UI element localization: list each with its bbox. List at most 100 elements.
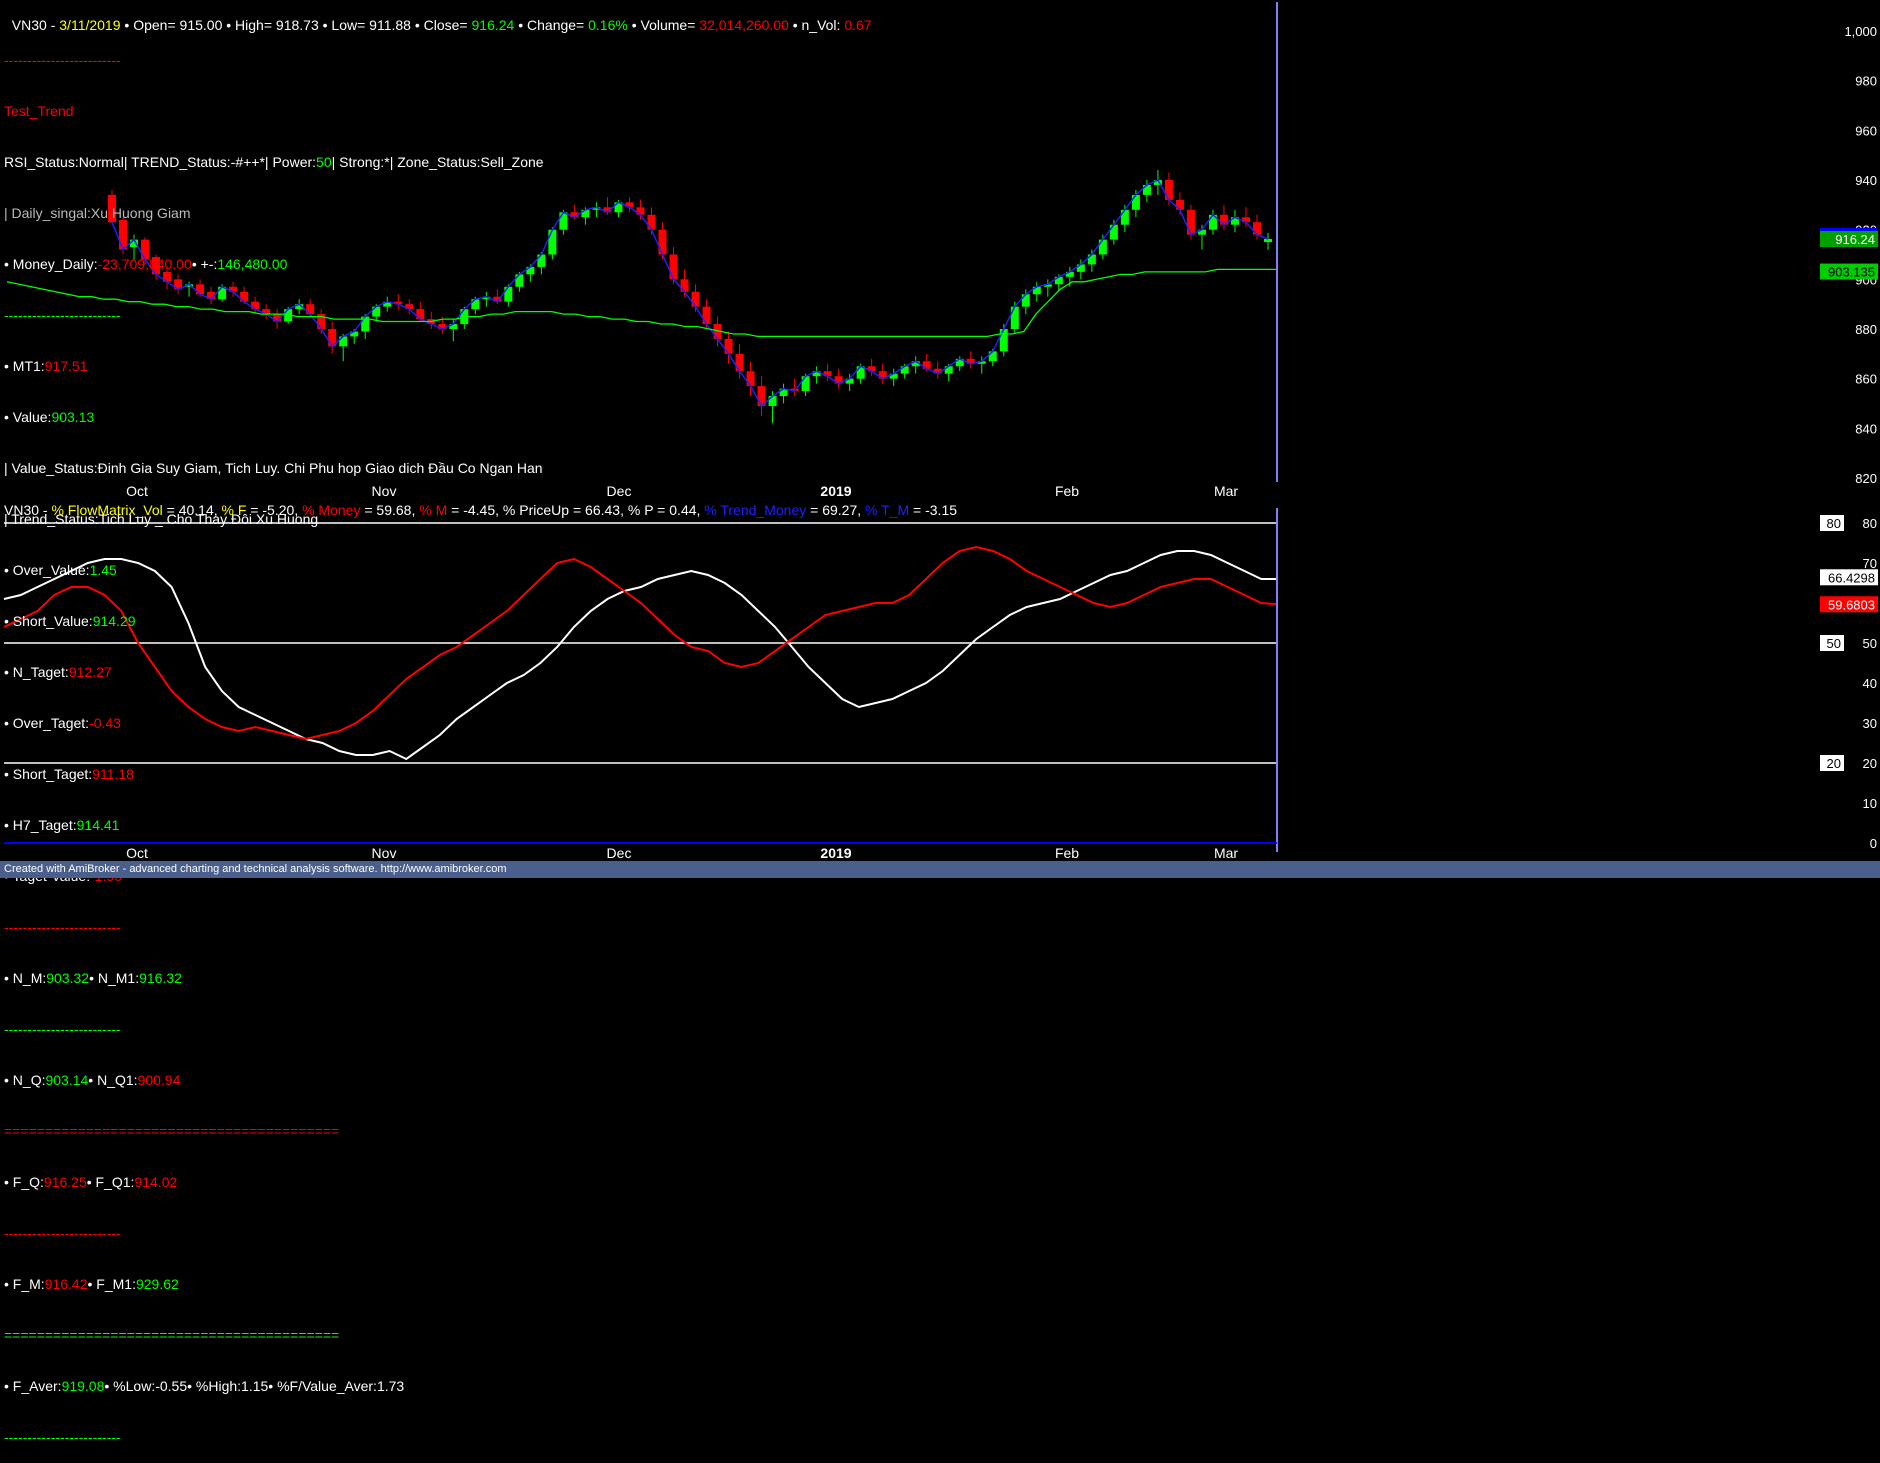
short-value-line: • Short_Value:914.29: [4, 613, 544, 630]
h7-taget-label: • H7_Taget:: [4, 817, 77, 833]
candle-body: [856, 366, 865, 379]
f-q-line: • F_Q:916.25• F_Q1:914.02: [4, 1174, 544, 1191]
price-tick-label: 820: [1855, 471, 1877, 486]
osc-20-badge-bg: [1820, 755, 1844, 771]
money-daily-label: • Money_Daily:: [4, 256, 98, 272]
candle-body: [735, 353, 744, 372]
n-m-line: • N_M:903.32• N_M1:916.32: [4, 970, 544, 987]
n-q1-value: 900.94: [137, 1072, 181, 1088]
candle-body: [603, 207, 612, 213]
candle-body: [141, 239, 150, 260]
money-delta-value: 146,480.00: [217, 256, 288, 272]
candle-body: [1087, 254, 1096, 265]
osc-red-line: [3, 545, 1279, 741]
candle-body: [383, 301, 392, 307]
f-m-line: • F_M:916.42• F_M1:929.62: [4, 1276, 544, 1293]
candle-body: [1076, 264, 1085, 272]
candle-body: [1219, 214, 1228, 225]
nvol-label: n_Vol:: [801, 17, 841, 33]
candle-body: [416, 309, 425, 320]
h7-taget-line: • H7_Taget:914.41: [4, 817, 544, 834]
n-q-label: • N_Q:: [4, 1072, 46, 1088]
candle-body: [526, 266, 535, 275]
close-price-badge: 916.24: [1835, 232, 1875, 247]
candle-body: [922, 361, 931, 369]
open-label: Open=: [133, 17, 176, 33]
candle-body: [482, 296, 491, 300]
x-tick-label-lower: 2019: [820, 845, 851, 861]
candle-body: [592, 207, 601, 210]
p-label: % P: [627, 502, 654, 518]
n-q-line: • N_Q:903.14• N_Q1:900.94: [4, 1072, 544, 1089]
trend-money-value: 69.27: [822, 502, 858, 518]
candle-body: [911, 361, 920, 367]
money-label: % Money: [302, 502, 361, 518]
symbol: VN30: [11, 17, 47, 33]
close-value: 916.24: [471, 17, 515, 33]
candle-body: [361, 316, 370, 332]
test-trend: Test_Trend: [4, 103, 74, 119]
candle-body: [515, 274, 524, 287]
candle-body: [218, 286, 227, 300]
candle-body: [1131, 194, 1140, 210]
divider: -------------------------: [4, 1429, 121, 1445]
f-aver-line: • F_Aver:919.08• %Low:-0.55• %High:1.15•…: [4, 1378, 544, 1395]
daily-signal: | Daily_singal:Xu Huong Giam: [4, 205, 191, 221]
candle-body: [251, 301, 260, 310]
osc-tick-label: 0: [1870, 836, 1877, 851]
f-m-label: • F_M:: [4, 1276, 45, 1292]
volume-label: Volume=: [640, 17, 696, 33]
candle-body: [988, 351, 997, 362]
price-tick-label: 940: [1855, 173, 1877, 188]
x-tick-label-lower: Feb: [1055, 845, 1079, 861]
flow-value: 40.14: [178, 502, 214, 518]
value-price-badge-bg: [1820, 263, 1878, 280]
flow-label: % FlowMatrix_Vol: [51, 502, 163, 518]
candle-body: [768, 396, 777, 406]
osc-tick-label: 50: [1863, 636, 1877, 651]
osc-50-badge-bg: [1820, 635, 1844, 651]
n-q-value: 903.14: [45, 1072, 89, 1088]
candle-body: [262, 309, 271, 315]
divider: -------------------------: [4, 307, 121, 323]
osc-tick-label: 70: [1863, 556, 1877, 571]
footer: Created with AmiBroker - advanced charti…: [0, 861, 1880, 878]
divider: -------------------------: [4, 52, 121, 68]
trend-money-label: % Trend_Money: [704, 502, 807, 518]
candle-body: [306, 304, 315, 315]
n-m-label: • N_M:: [4, 970, 47, 986]
trend-status: | Trend_Status:Tich Luy _ Cho Thay Đôi X…: [4, 511, 319, 527]
candle-body: [713, 324, 722, 339]
wave-line: [111, 179, 1269, 408]
m-label: % M: [419, 502, 448, 518]
divider-long: ========================================…: [4, 1327, 340, 1343]
candle-body: [999, 329, 1008, 352]
osc-20-badge: 20: [1827, 756, 1841, 771]
candle-body: [130, 239, 139, 248]
price-tick-label: 980: [1855, 74, 1877, 89]
price-tick-label: 860: [1855, 372, 1877, 387]
x-tick-label-upper: Nov: [372, 483, 397, 499]
osc-tick-label: 40: [1863, 676, 1877, 691]
price-chart: [6, 170, 1278, 424]
candle-body: [977, 361, 986, 364]
candle-body: [680, 279, 689, 292]
indicator-overlay: ------------------------- Test_Trend RSI…: [4, 18, 544, 1463]
n-taget-label: • N_Taget:: [4, 664, 69, 680]
osc-80-badge: 80: [1827, 516, 1841, 531]
candle-body: [647, 214, 656, 230]
osc-50-badge: 50: [1827, 636, 1841, 651]
low-label: Low=: [331, 17, 366, 33]
f-aver-tail: • %Low:-0.55• %High:1.15• %F/Value_Aver:…: [104, 1378, 405, 1394]
value-line: • Value:903.13: [4, 409, 544, 426]
high-label: High=: [235, 17, 273, 33]
f-q-value: 916.25: [43, 1174, 87, 1190]
candle-body: [1208, 214, 1217, 230]
candle-body: [933, 368, 942, 374]
candle-body: [1252, 222, 1261, 235]
f-m-value: 916.42: [44, 1276, 88, 1292]
h7-taget-value: 914.41: [76, 817, 120, 833]
candle-body: [1264, 239, 1272, 243]
candle-body: [1109, 224, 1118, 240]
n-taget-value: 912.27: [68, 664, 112, 680]
